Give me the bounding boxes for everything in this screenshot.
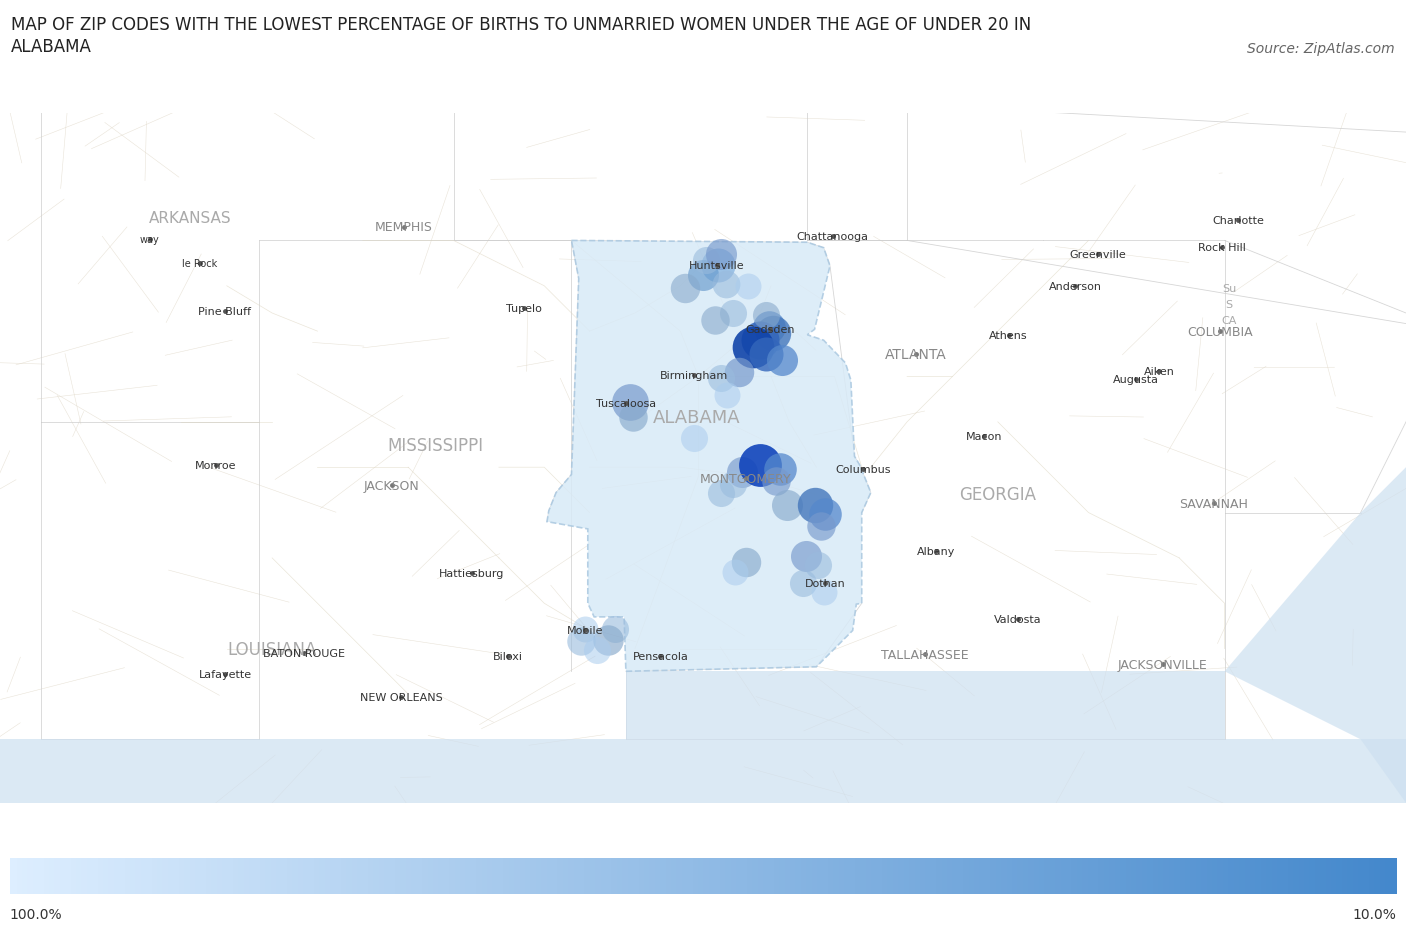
Point [724,564,747,579]
Point [814,507,837,522]
Point [716,388,738,402]
Text: Macon: Macon [966,431,1002,442]
Text: Hattiesburg: Hattiesburg [439,569,505,578]
Point [807,558,830,573]
Point [710,372,733,387]
Point [569,635,592,650]
Text: Chattanooga: Chattanooga [797,231,869,241]
Text: Greenville: Greenville [1069,250,1126,260]
Point [734,555,756,570]
Point [749,333,772,348]
Point [741,341,763,356]
Point [794,549,817,564]
Point [731,465,754,480]
Text: Charlotte: Charlotte [1212,215,1264,226]
Point [769,462,792,477]
Point [721,306,744,321]
Point [770,353,793,368]
Text: LOUISIANA: LOUISIANA [228,640,316,658]
Text: Mobile: Mobile [567,626,603,636]
Text: Su: Su [1222,284,1236,293]
Point [755,308,778,323]
Text: Dothan: Dothan [806,578,846,589]
Text: Pine Bluff: Pine Bluff [198,307,252,317]
Text: GEORGIA: GEORGIA [959,486,1036,504]
Point [710,247,733,262]
Polygon shape [0,672,1406,803]
Point [574,622,596,636]
Text: Huntsville: Huntsville [689,260,744,271]
Text: MISSISSIPPI: MISSISSIPPI [387,436,484,454]
Text: BATON ROUGE: BATON ROUGE [263,649,344,658]
Point [683,431,706,446]
Text: Tuscaloosa: Tuscaloosa [596,399,657,408]
Text: 10.0%: 10.0% [1353,907,1396,920]
Text: TALLAHASSEE: TALLAHASSEE [882,648,969,661]
Text: MEMPHIS: MEMPHIS [375,221,433,234]
Text: Gadsden: Gadsden [745,325,794,335]
Text: CA: CA [1222,316,1237,326]
Point [762,326,785,341]
Text: le Rock: le Rock [181,259,217,269]
Text: JACKSON: JACKSON [364,479,420,492]
Point [619,395,641,410]
Text: Monroe: Monroe [195,461,236,471]
Text: Rock Hill: Rock Hill [1198,242,1246,253]
Text: SAVANNAH: SAVANNAH [1180,497,1249,510]
Point [749,459,772,474]
Text: ALABAMA: ALABAMA [652,409,741,427]
Point [776,498,799,513]
Text: Biloxi: Biloxi [494,651,523,661]
Point [755,347,778,362]
Point [673,281,696,296]
Point [714,277,737,292]
Text: Valdosta: Valdosta [994,614,1042,624]
Point [707,258,730,273]
Text: Albany: Albany [917,546,955,556]
Point [692,268,714,283]
Point [586,643,609,658]
Text: Aiken: Aiken [1144,367,1174,376]
Text: Anderson: Anderson [1049,282,1101,291]
Point [721,476,744,491]
Text: JACKSONVILLE: JACKSONVILLE [1118,658,1208,671]
Point [803,498,825,513]
Text: Source: ZipAtlas.com: Source: ZipAtlas.com [1247,42,1395,56]
Point [737,279,759,294]
Text: Augusta: Augusta [1112,374,1159,385]
Point [695,254,717,269]
Text: way: way [139,234,159,244]
Point [758,320,780,335]
Point [710,486,733,501]
Text: S: S [1226,300,1233,310]
Text: ARKANSAS: ARKANSAS [149,211,232,226]
Text: COLUMBIA: COLUMBIA [1187,326,1253,338]
Point [596,633,619,648]
Point [765,474,787,489]
Point [792,577,814,592]
Point [621,410,644,425]
Text: Birmingham: Birmingham [659,371,728,380]
Polygon shape [1225,114,1406,803]
Point [810,519,832,534]
Point [703,314,725,329]
Text: Columbus: Columbus [835,464,890,475]
Text: NEW ORLEANS: NEW ORLEANS [360,692,443,702]
Text: MONTGOMERY: MONTGOMERY [700,472,792,485]
Text: Lafayette: Lafayette [198,669,252,680]
Point [813,585,835,600]
Text: ALABAMA: ALABAMA [11,37,93,56]
Text: ATLANTA: ATLANTA [886,347,948,361]
Text: Athens: Athens [990,330,1028,341]
Polygon shape [547,241,870,672]
Text: Tupelo: Tupelo [506,303,543,314]
Point [728,365,751,380]
Text: MAP OF ZIP CODES WITH THE LOWEST PERCENTAGE OF BIRTHS TO UNMARRIED WOMEN UNDER T: MAP OF ZIP CODES WITH THE LOWEST PERCENT… [11,16,1032,35]
Text: Pensacola: Pensacola [633,651,689,661]
Point [603,622,626,636]
Text: 100.0%: 100.0% [10,907,62,920]
